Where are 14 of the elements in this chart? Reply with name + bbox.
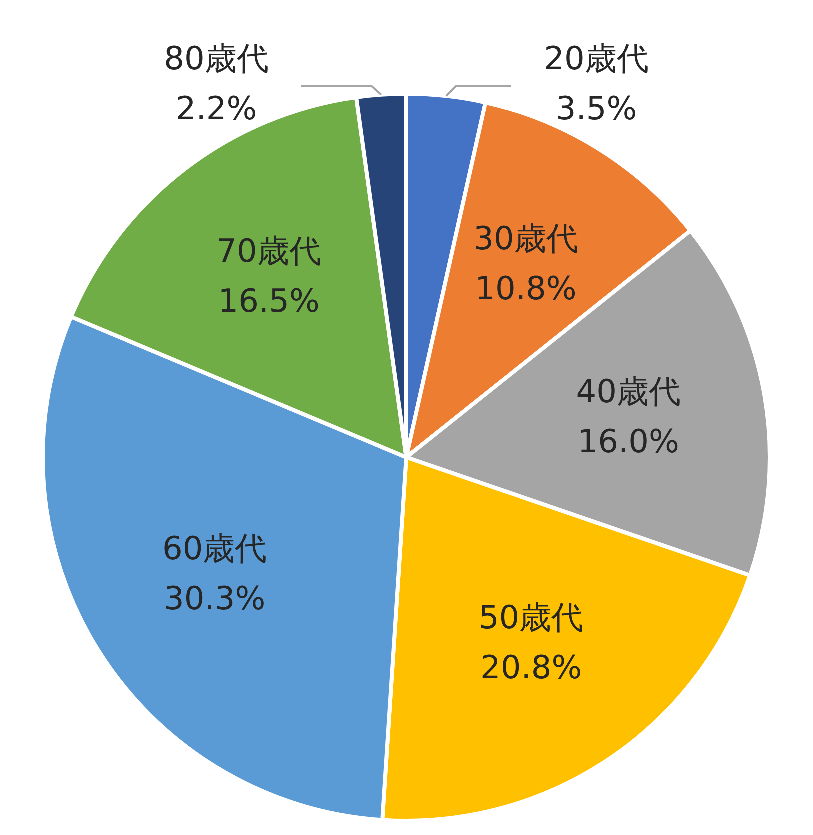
data-label: 2.2% — [176, 89, 258, 128]
slice-label: 60歳代 — [162, 529, 268, 568]
slice-label: 30歳代 — [474, 220, 578, 258]
slice-label: 40歳代 — [576, 372, 681, 410]
slice-label: 70歳代 — [216, 232, 322, 270]
data-label: 10.8% — [475, 270, 577, 308]
data-label: 3.5% — [556, 89, 638, 128]
slice-label: 80歳代 — [164, 39, 269, 78]
data-label: 16.5% — [218, 282, 320, 320]
data-label: 30.3% — [164, 579, 266, 618]
slice-label: 20歳代 — [544, 39, 649, 78]
data-label: 16.0% — [578, 422, 680, 460]
data-label: 20.8% — [480, 648, 582, 686]
slice-label: 50歳代 — [478, 598, 584, 636]
